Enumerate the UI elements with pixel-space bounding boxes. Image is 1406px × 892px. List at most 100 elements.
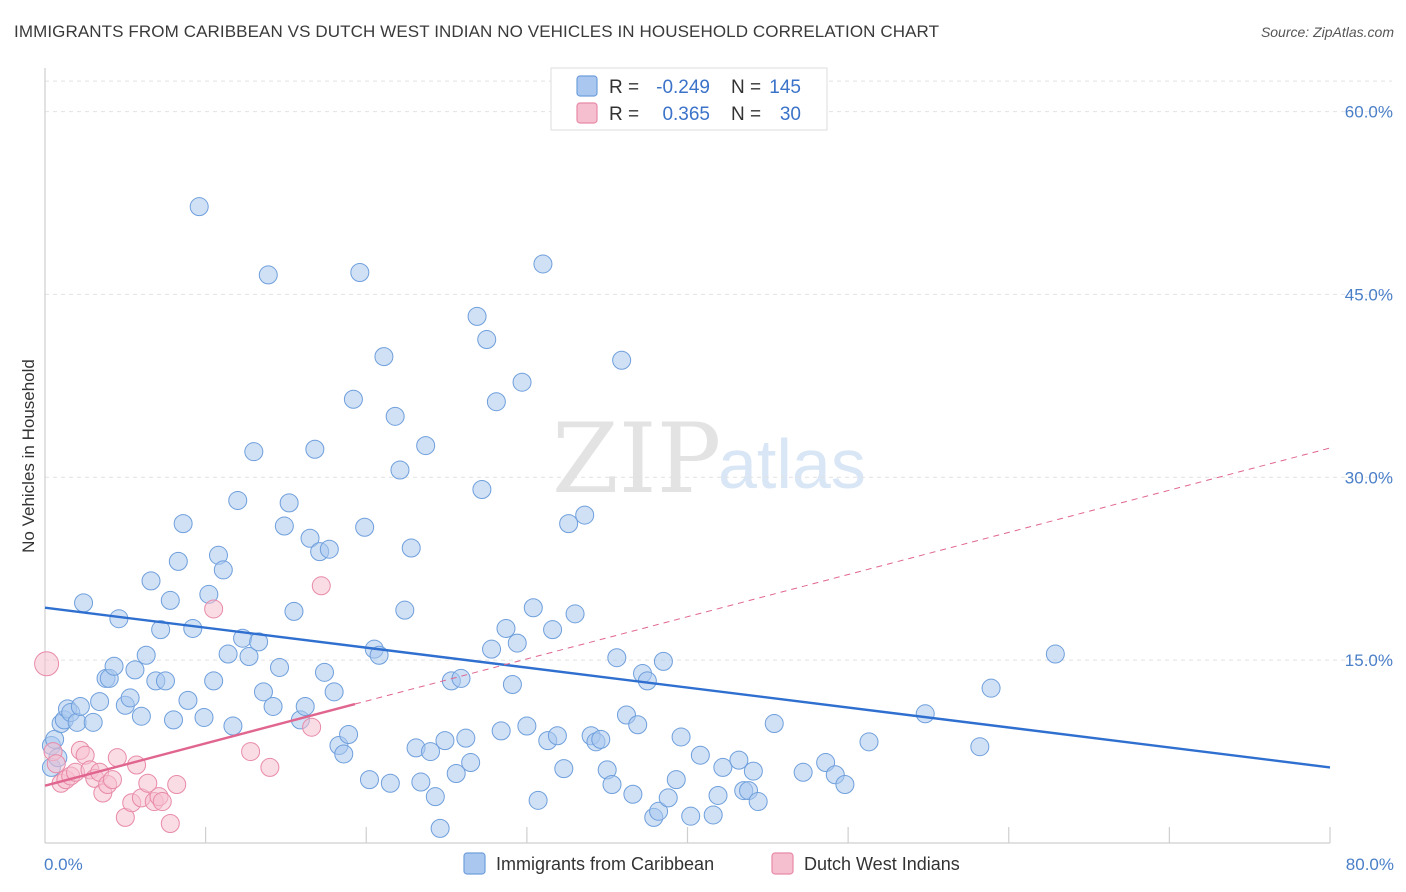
caribbean-point-98 xyxy=(523,598,543,618)
caribbean-point-53 xyxy=(295,696,315,716)
caribbean-point-95 xyxy=(507,633,527,653)
caribbean-point-45 xyxy=(253,682,273,702)
caribbean-point-76 xyxy=(411,772,431,792)
caribbean-point-124 xyxy=(666,770,686,790)
caribbean-point-128 xyxy=(703,805,723,825)
legend-r-value-caribbean: -0.249 xyxy=(656,77,710,98)
caribbean-point-35 xyxy=(204,671,224,691)
x-tick-label-min: 0.0% xyxy=(44,855,83,874)
caribbean-point-57 xyxy=(314,662,334,682)
chart-title: IMMIGRANTS FROM CARIBBEAN VS DUTCH WEST … xyxy=(14,22,940,41)
caribbean-point-130 xyxy=(713,757,733,777)
caribbean-point-47 xyxy=(263,696,283,716)
caribbean-point-94 xyxy=(502,675,522,695)
caribbean-point-44 xyxy=(249,632,269,652)
caribbean-point-43 xyxy=(244,442,264,462)
caribbean-point-64 xyxy=(350,262,370,282)
caribbean-point-62 xyxy=(339,725,359,745)
caribbean-point-117 xyxy=(628,715,648,735)
caribbean-point-30 xyxy=(178,690,198,710)
caribbean-point-58 xyxy=(319,539,339,559)
caribbean-point-18 xyxy=(120,688,140,708)
caribbean-point-50 xyxy=(279,493,299,513)
x-axis-ticks xyxy=(205,827,1331,843)
caribbean-point-12 xyxy=(90,692,110,712)
dutch-west-indian-point-29 xyxy=(302,717,322,737)
caribbean-point-40 xyxy=(228,490,248,510)
caribbean-point-8 xyxy=(67,712,87,732)
series-legend-swatch-caribbean xyxy=(463,852,486,875)
caribbean-point-96 xyxy=(512,372,532,392)
caribbean-point-145 xyxy=(1045,644,1065,664)
caribbean-point-90 xyxy=(482,639,502,659)
caribbean-point-37 xyxy=(213,560,233,580)
watermark-atlas: atlas xyxy=(718,425,866,503)
caribbean-point-15 xyxy=(104,656,124,676)
caribbean-point-66 xyxy=(359,770,379,790)
caribbean-point-46 xyxy=(258,265,278,285)
y-tick-label-15: 15.0% xyxy=(1345,651,1393,670)
caribbean-point-87 xyxy=(467,306,487,326)
dutch-west-indian-point-24 xyxy=(160,813,180,833)
dutch-west-indian-point-30 xyxy=(311,576,331,596)
caribbean-point-9 xyxy=(70,696,90,716)
dutch-west-indian-point-2 xyxy=(46,754,66,774)
caribbean-point-79 xyxy=(425,787,445,807)
caribbean-point-104 xyxy=(554,759,574,779)
y-axis-tick-labels: 15.0% 30.0% 45.0% 60.0% xyxy=(1345,103,1393,671)
legend-swatch-dutch-west-indian xyxy=(576,102,598,124)
caribbean-point-38 xyxy=(218,644,238,664)
caribbean-point-11 xyxy=(83,712,103,732)
caribbean-point-137 xyxy=(793,762,813,782)
dutch-west-indian-point-0 xyxy=(34,651,60,677)
gridlines xyxy=(45,80,1392,661)
series-legend-swatch-dutch-west-indian xyxy=(771,852,794,875)
caribbean-point-113 xyxy=(607,648,627,668)
caribbean-point-24 xyxy=(151,620,171,640)
caribbean-point-141 xyxy=(859,732,879,752)
caribbean-point-48 xyxy=(270,657,290,677)
caribbean-point-25 xyxy=(155,671,175,691)
caribbean-point-51 xyxy=(284,601,304,621)
dutch-west-indian-point-27 xyxy=(241,742,261,762)
caribbean-point-92 xyxy=(491,721,511,741)
dutch-west-indian-point-18 xyxy=(127,755,147,775)
caribbean-point-32 xyxy=(189,197,209,217)
caribbean-point-84 xyxy=(451,668,471,688)
caribbean-point-63 xyxy=(343,389,363,409)
caribbean-point-91 xyxy=(486,392,506,412)
caribbean-point-116 xyxy=(623,784,643,804)
caribbean-point-20 xyxy=(131,706,151,726)
caribbean-point-54 xyxy=(300,528,320,548)
caribbean-point-61 xyxy=(334,744,354,764)
caribbean-point-105 xyxy=(559,514,579,534)
caribbean-point-103 xyxy=(547,726,567,746)
dutch-west-indian-point-25 xyxy=(167,774,187,794)
watermark-zip: ZIP xyxy=(552,403,721,515)
caribbean-point-85 xyxy=(456,728,476,748)
legend-n-label-dutch-west-indian: N = xyxy=(731,104,761,125)
caribbean-point-100 xyxy=(533,254,553,274)
legend-r-label-dutch-west-indian: R = xyxy=(609,104,639,125)
caribbean-point-29 xyxy=(173,514,193,534)
dutch-west-indian-point-14 xyxy=(102,770,122,790)
caribbean-point-121 xyxy=(649,801,669,821)
caribbean-point-129 xyxy=(708,785,728,805)
caribbean-point-59 xyxy=(324,682,344,702)
series-dutch-west-indian-points xyxy=(34,576,331,833)
x-tick-label-max: 80.0% xyxy=(1346,855,1394,874)
caribbean-point-49 xyxy=(274,516,294,536)
trend-line-0 xyxy=(44,606,1331,769)
y-tick-label-45: 45.0% xyxy=(1345,285,1393,304)
caribbean-point-69 xyxy=(374,347,394,367)
caribbean-point-22 xyxy=(141,571,161,591)
chart-source: Source: ZipAtlas.com xyxy=(1260,24,1394,40)
caribbean-point-112 xyxy=(602,774,622,794)
caribbean-point-65 xyxy=(355,517,375,537)
legend-n-label-caribbean: N = xyxy=(731,77,761,98)
caribbean-point-142 xyxy=(915,704,935,724)
caribbean-point-125 xyxy=(671,727,691,747)
caribbean-point-19 xyxy=(125,660,145,680)
series-legend-label-caribbean: Immigrants from Caribbean xyxy=(496,854,714,874)
